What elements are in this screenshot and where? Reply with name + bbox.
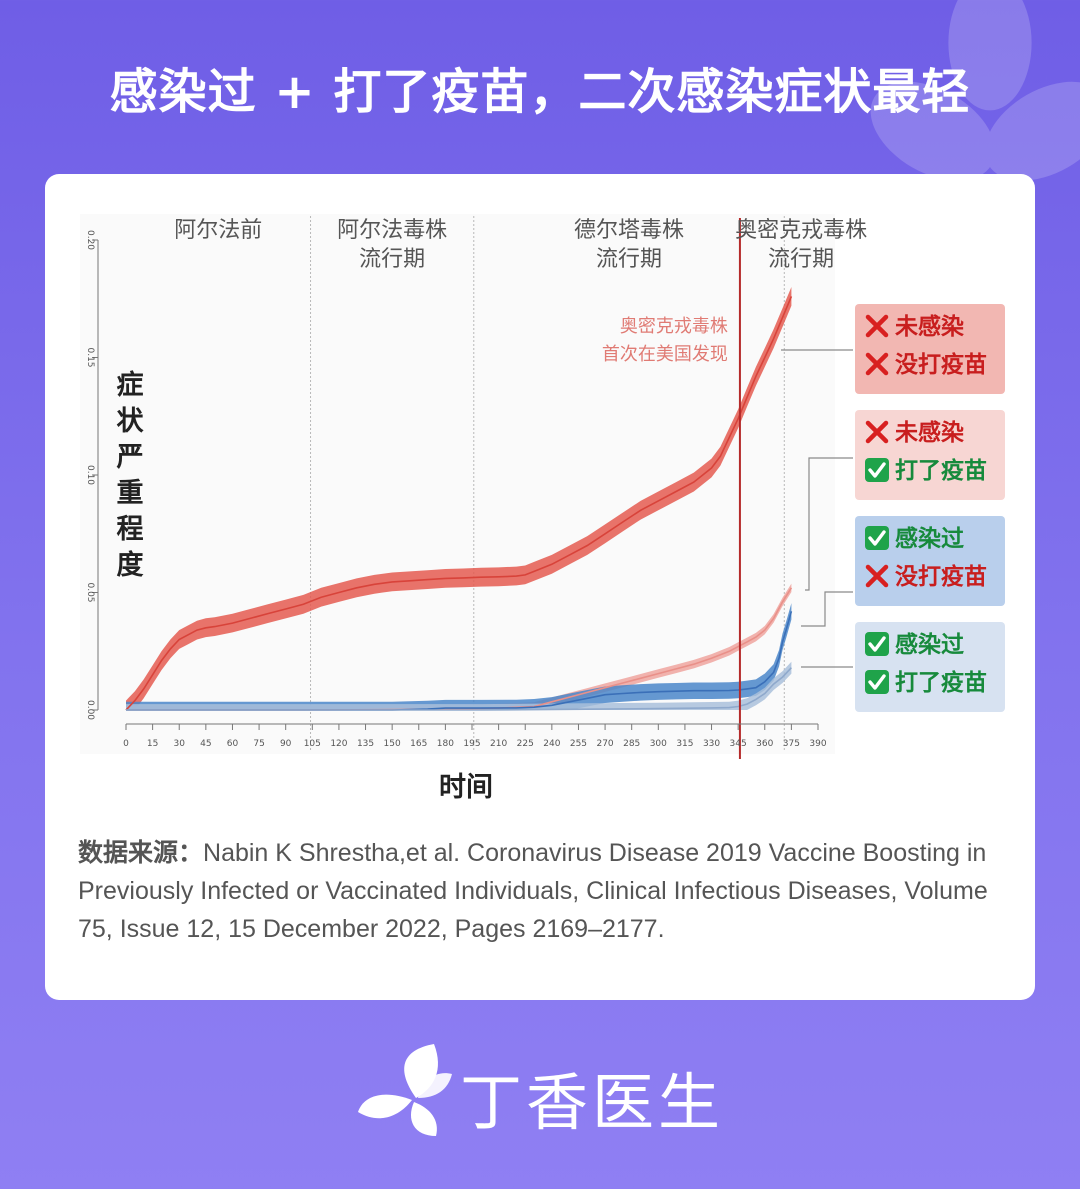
legend-box xyxy=(855,304,1005,394)
omicron-annotation-line2: 首次在美国发现 xyxy=(602,344,728,365)
x-tick-label: 195 xyxy=(463,739,480,749)
legend-line1: 未感染 xyxy=(895,313,964,340)
legend-box xyxy=(855,410,1005,500)
brand-name: 丁香医生 xyxy=(460,1066,725,1139)
x-tick-label: 90 xyxy=(280,739,292,749)
severity-chart: 阿尔法前 阿尔法毒株流行期德尔塔毒株流行期奥密克戎毒株流行期奥密克戎毒株首次在美国… xyxy=(80,214,1005,803)
band-both xyxy=(126,661,792,710)
x-tick-label: 375 xyxy=(783,739,800,749)
y-tick-label: 0.10 xyxy=(85,465,95,485)
legend-leader-line xyxy=(805,457,853,591)
cross-icon xyxy=(865,420,889,444)
cross-icon xyxy=(865,352,889,376)
legend-leader-line xyxy=(801,591,853,627)
period-label-line2: 流行期 xyxy=(359,247,425,272)
data-source: 数据来源：Nabin K Shrestha,et al. Coronavirus… xyxy=(78,834,1008,948)
series-none xyxy=(125,296,793,711)
y-axis-label: 症状严重程度 xyxy=(117,370,145,581)
x-tick-label: 330 xyxy=(703,739,720,749)
legend-line2: 打了疫苗 xyxy=(895,669,987,696)
x-tick-label: 210 xyxy=(490,739,507,749)
legend-line2: 打了疫苗 xyxy=(895,457,987,484)
x-tick-label: 105 xyxy=(304,739,321,749)
x-tick-label: 150 xyxy=(384,739,401,749)
check-icon xyxy=(865,526,889,550)
x-tick-label: 45 xyxy=(200,739,211,749)
legend-line1: 感染过 xyxy=(895,525,964,552)
period-label-line2: 流行期 xyxy=(768,247,834,272)
source-citation: Nabin K Shrestha,et al. Coronavirus Dise… xyxy=(78,839,988,943)
x-tick-label: 240 xyxy=(543,739,560,749)
cross-icon xyxy=(865,564,889,588)
legend-line2: 没打疫苗 xyxy=(895,563,987,590)
x-tick-label: 345 xyxy=(730,739,747,749)
flower-decoration-icon xyxy=(870,0,1080,181)
y-tick-label: 0.05 xyxy=(85,582,95,602)
x-tick-label: 180 xyxy=(437,739,454,749)
x-tick-label: 120 xyxy=(330,739,347,749)
legend-box xyxy=(855,516,1005,606)
x-tick-label: 270 xyxy=(596,739,613,749)
x-tick-label: 30 xyxy=(174,739,186,749)
check-icon xyxy=(865,458,889,482)
x-tick-label: 285 xyxy=(623,739,640,749)
omicron-annotation: 奥密克戎毒株 xyxy=(620,316,728,337)
legend-line2: 没打疫苗 xyxy=(895,351,987,378)
x-tick-label: 390 xyxy=(809,739,826,749)
band-none xyxy=(126,287,792,710)
period-label-line2: 流行期 xyxy=(596,247,662,272)
legend-line1: 感染过 xyxy=(895,631,964,658)
band-vaccinated xyxy=(126,583,792,710)
x-tick-label: 15 xyxy=(147,739,158,749)
x-tick-label: 165 xyxy=(410,739,427,749)
y-tick-label: 0.00 xyxy=(85,700,95,720)
chart-card: 阿尔法前 阿尔法毒株 流行期 德尔塔毒株 流行期 奥密克戎毒株 流行期 奥密克戎毒株 首次在美国… xyxy=(45,174,1035,1000)
plot-background xyxy=(80,214,835,754)
headline: 感染过 + 打了疫苗，二次感染症状最轻 xyxy=(109,64,971,120)
y-tick-label: 0.15 xyxy=(85,347,95,367)
series-both xyxy=(126,667,792,711)
source-label: 数据来源： xyxy=(78,838,204,867)
x-axis-label: 时间 xyxy=(439,772,493,803)
check-icon xyxy=(865,670,889,694)
x-tick-label: 300 xyxy=(650,739,667,749)
y-tick-label: 0.20 xyxy=(85,230,95,250)
brand-flower-logo-icon xyxy=(358,1044,452,1136)
x-tick-label: 75 xyxy=(253,739,264,749)
x-tick-label: 315 xyxy=(676,739,693,749)
period-label: 阿尔法前 xyxy=(174,218,262,243)
period-label: 阿尔法毒株 xyxy=(337,218,447,243)
series-infected xyxy=(126,611,793,711)
legend-box xyxy=(855,622,1005,712)
period-label: 奥密克戎毒株 xyxy=(735,218,867,243)
period-label: 德尔塔毒株 xyxy=(574,218,684,243)
x-tick-label: 60 xyxy=(227,739,239,749)
x-tick-label: 0 xyxy=(123,739,129,749)
x-tick-label: 135 xyxy=(357,739,374,749)
x-tick-label: 360 xyxy=(756,739,773,749)
check-icon xyxy=(865,632,889,656)
x-tick-label: 225 xyxy=(517,739,534,749)
legend-line1: 未感染 xyxy=(895,419,964,446)
x-tick-label: 255 xyxy=(570,739,587,749)
cross-icon xyxy=(865,314,889,338)
